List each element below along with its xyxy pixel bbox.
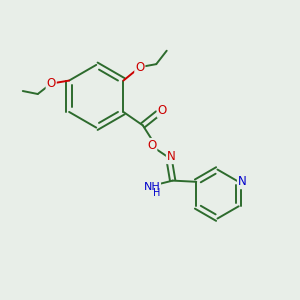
Text: H: H xyxy=(153,188,161,198)
Text: N: N xyxy=(238,175,247,188)
Text: N: N xyxy=(167,150,176,163)
Text: O: O xyxy=(46,77,56,90)
Text: O: O xyxy=(158,104,167,117)
Text: O: O xyxy=(135,61,145,74)
Text: O: O xyxy=(147,139,156,152)
Text: NH: NH xyxy=(143,182,160,192)
